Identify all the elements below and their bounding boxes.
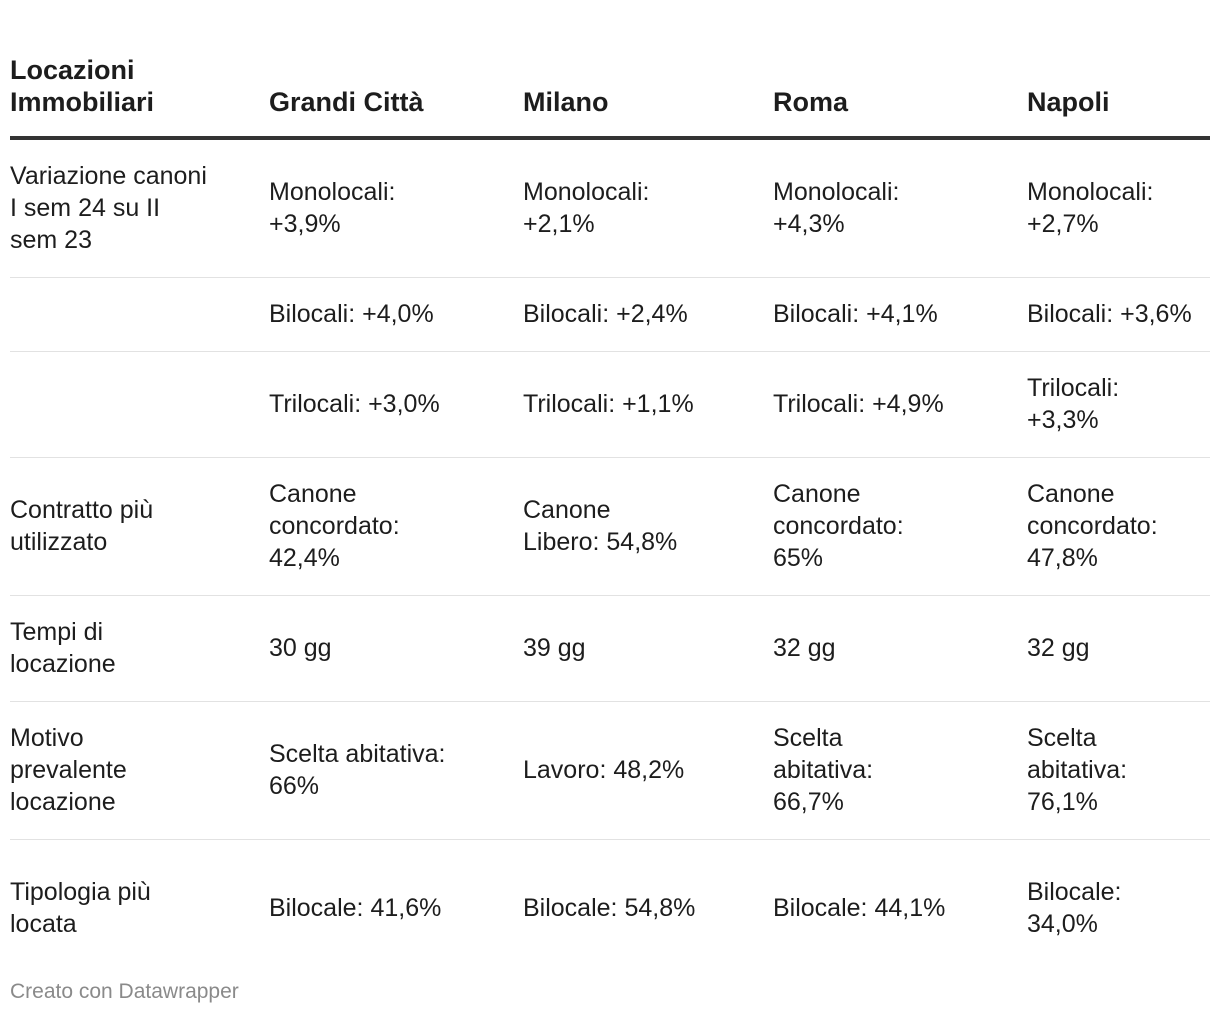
cell-value: Scelta abitativa: 76,1% bbox=[1027, 724, 1128, 816]
table-row: Tempi di locazione 30 gg 39 gg 32 gg 32 … bbox=[10, 595, 1210, 702]
row-label-cell: Contratto più utilizzato bbox=[10, 457, 269, 596]
cell-value: Bilocali: +2,4% bbox=[523, 300, 688, 328]
cell-value: Bilocale: 54,8% bbox=[523, 894, 696, 923]
cell-value: Monolocali: +2,7% bbox=[1027, 178, 1154, 239]
table-cell: Canone concordato: 47,8% bbox=[1027, 457, 1210, 596]
table-cell: Bilocale: 44,1% bbox=[773, 839, 1027, 977]
table-cell: Scelta abitativa: 76,1% bbox=[1027, 701, 1210, 840]
cell-value: Trilocali: +3,0% bbox=[269, 390, 440, 418]
table-cell: 32 gg bbox=[773, 595, 1027, 702]
cell-value: Bilocale: 41,6% bbox=[269, 894, 442, 923]
table-row: Contratto più utilizzato Canone concorda… bbox=[10, 457, 1210, 596]
table-cell: Scelta abitativa: 66,7% bbox=[773, 701, 1027, 840]
table-row: Tipologia più locata Bilocale: 41,6% Bil… bbox=[10, 839, 1210, 977]
cell-value: Scelta abitativa: 66,7% bbox=[773, 724, 874, 816]
row-label-cell: Tipologia più locata bbox=[10, 839, 269, 977]
row-label-cell: Variazione canoni I sem 24 su II sem 23 bbox=[10, 138, 269, 278]
cell-value: Canone concordato: 65% bbox=[773, 480, 904, 572]
cell-value: Bilocali: +4,1% bbox=[773, 300, 938, 328]
cell-value: Monolocali: +4,3% bbox=[773, 178, 900, 239]
column-header: Napoli bbox=[1027, 0, 1210, 140]
table-cell: Trilocali: +4,9% bbox=[773, 351, 1027, 458]
cell-value: Canone concordato: 47,8% bbox=[1027, 480, 1158, 572]
cell-value: 39 gg bbox=[523, 634, 586, 662]
table-cell: Canone concordato: 42,4% bbox=[269, 457, 523, 596]
table-row: Trilocali: +3,0% Trilocali: +1,1% Triloc… bbox=[10, 351, 1210, 458]
table-cell: Bilocali: +2,4% bbox=[523, 277, 773, 352]
cell-value: Scelta abitativa: 66% bbox=[269, 740, 446, 800]
cell-value: Trilocali: +3,3% bbox=[1027, 374, 1120, 434]
column-header: Milano bbox=[523, 0, 773, 140]
table-cell: Bilocale: 54,8% bbox=[523, 839, 773, 977]
row-label-cell: Tempi di locazione bbox=[10, 595, 269, 702]
cell-value: Monolocali: +3,9% bbox=[269, 178, 396, 239]
row-label: Contratto più utilizzato bbox=[10, 496, 154, 556]
table-row: Bilocali: +4,0% Bilocali: +2,4% Bilocali… bbox=[10, 277, 1210, 352]
cell-value: Bilocale: 34,0% bbox=[1027, 878, 1122, 939]
table-cell: Bilocale: 34,0% bbox=[1027, 839, 1210, 977]
row-label: Tipologia più locata bbox=[10, 878, 151, 939]
table-cell: Canone concordato: 65% bbox=[773, 457, 1027, 596]
data-table: Locazioni Immobiliari Grandi Città Milan… bbox=[10, 0, 1210, 977]
cell-value: Bilocali: +4,0% bbox=[269, 300, 434, 328]
table-cell: 32 gg bbox=[1027, 595, 1210, 702]
column-header-label: Locazioni Immobiliari bbox=[10, 55, 155, 117]
table-cell: Trilocali: +3,0% bbox=[269, 351, 523, 458]
table-cell: Bilocali: +4,1% bbox=[773, 277, 1027, 352]
table-row: Variazione canoni I sem 24 su II sem 23 … bbox=[10, 138, 1210, 278]
table-cell: Trilocali: +3,3% bbox=[1027, 351, 1210, 458]
column-header: Roma bbox=[773, 0, 1027, 140]
table-cell: 39 gg bbox=[523, 595, 773, 702]
header-row: Locazioni Immobiliari Grandi Città Milan… bbox=[10, 0, 1210, 140]
credit-footer: Creato con Datawrapper bbox=[10, 980, 239, 1003]
cell-value: 32 gg bbox=[1027, 634, 1090, 662]
cell-value: 30 gg bbox=[269, 634, 332, 662]
column-header: Locazioni Immobiliari bbox=[10, 0, 269, 140]
table-cell: Trilocali: +1,1% bbox=[523, 351, 773, 458]
cell-value: Trilocali: +4,9% bbox=[773, 390, 944, 418]
cell-value: Lavoro: 48,2% bbox=[523, 756, 685, 784]
cell-value: Trilocali: +1,1% bbox=[523, 390, 694, 418]
table-cell: Monolocali: +4,3% bbox=[773, 138, 1027, 278]
table-cell: Scelta abitativa: 66% bbox=[269, 701, 523, 840]
row-label-cell bbox=[10, 277, 269, 352]
table-cell: Canone Libero: 54,8% bbox=[523, 457, 773, 596]
cell-value: Bilocale: 44,1% bbox=[773, 894, 946, 923]
column-header-label: Roma bbox=[773, 87, 849, 117]
table-cell: Monolocali: +3,9% bbox=[269, 138, 523, 278]
cell-value: Canone Libero: 54,8% bbox=[523, 496, 678, 556]
table-cell: Bilocale: 41,6% bbox=[269, 839, 523, 977]
row-label: Variazione canoni I sem 24 su II sem 23 bbox=[10, 162, 207, 255]
table-wrapper: Locazioni Immobiliari Grandi Città Milan… bbox=[10, 0, 1210, 1003]
column-header: Grandi Città bbox=[269, 0, 523, 140]
table-cell: Monolocali: +2,7% bbox=[1027, 138, 1210, 278]
table-cell: Bilocali: +4,0% bbox=[269, 277, 523, 352]
row-label-cell: Motivo prevalente locazione bbox=[10, 701, 269, 840]
row-label-cell bbox=[10, 351, 269, 458]
table-cell: Lavoro: 48,2% bbox=[523, 701, 773, 840]
column-header-label: Grandi Città bbox=[269, 87, 424, 117]
table-row: Motivo prevalente locazione Scelta abita… bbox=[10, 701, 1210, 840]
table-cell: 30 gg bbox=[269, 595, 523, 702]
column-header-label: Milano bbox=[523, 87, 609, 117]
row-label: Motivo prevalente locazione bbox=[10, 724, 127, 816]
table-cell: Bilocali: +3,6% bbox=[1027, 277, 1210, 352]
cell-value: Bilocali: +3,6% bbox=[1027, 300, 1192, 328]
table-cell: Monolocali: +2,1% bbox=[523, 138, 773, 278]
row-label: Tempi di locazione bbox=[10, 618, 116, 678]
cell-value: Monolocali: +2,1% bbox=[523, 178, 650, 239]
cell-value: 32 gg bbox=[773, 634, 836, 662]
cell-value: Canone concordato: 42,4% bbox=[269, 480, 400, 572]
column-header-label: Napoli bbox=[1027, 87, 1110, 117]
